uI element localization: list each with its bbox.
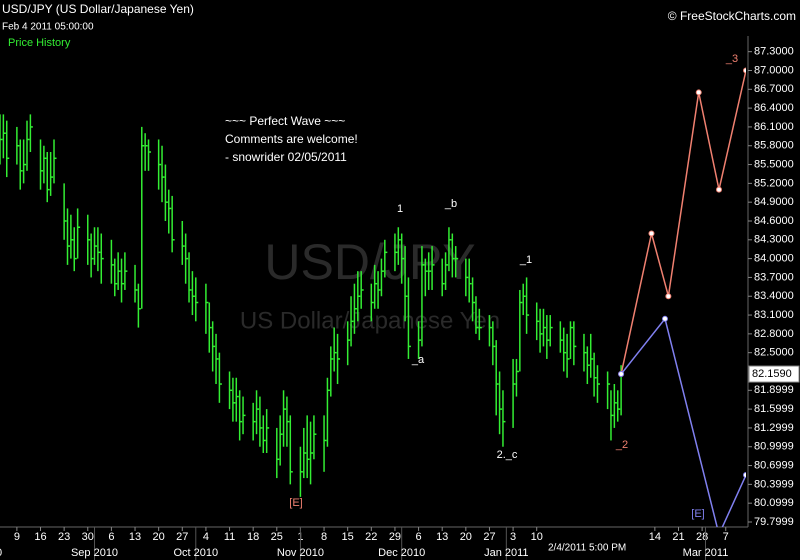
wave-label: _1 (519, 254, 532, 266)
x-tick-label: 10 (531, 531, 543, 543)
y-tick-label: 87.3000 (754, 46, 794, 58)
projection-point (743, 67, 746, 74)
wave-label: [E] (289, 497, 302, 509)
month-label: 2010 (0, 547, 2, 559)
x-tick-label: 3 (510, 531, 516, 543)
x-tick-label: 6 (108, 531, 114, 543)
comment: - snowrider 02/05/2011 (225, 150, 347, 164)
y-tick-label: 83.1000 (754, 309, 794, 321)
x-tick-label: 14 (649, 531, 661, 543)
y-tick-label: 83.7000 (754, 271, 794, 283)
projection-point (743, 471, 746, 478)
last-price-box (748, 365, 800, 383)
x-tick-label: 16 (34, 531, 46, 543)
x-tick-label: 29 (389, 531, 401, 543)
y-tick-label: 80.3999 (754, 478, 794, 490)
panel-label: Price History (8, 37, 71, 49)
y-tick-label: 84.9000 (754, 196, 794, 208)
wave-label: 1 (397, 203, 403, 215)
x-tick-label: 15 (342, 531, 354, 543)
x-tick-label: 13 (436, 531, 448, 543)
x-tick-label: 21 (672, 531, 684, 543)
wave-label: [E] (691, 508, 704, 520)
y-tick-label: 81.5999 (754, 403, 794, 415)
x-tick-label: 11 (224, 531, 235, 543)
y-tick-label: 80.6999 (754, 459, 794, 471)
x-tick-label: 13 (129, 531, 141, 543)
x-tick-label: 25 (271, 531, 283, 543)
x-tick-label: 7 (723, 531, 729, 543)
watermark: USD/JPY (264, 234, 475, 290)
x-tick-label: 4 (203, 531, 209, 543)
projection-point (618, 371, 625, 378)
comment: Comments are welcome! (225, 132, 358, 146)
x-tick-label: 18 (247, 531, 259, 543)
month-label: Nov 2010 (277, 547, 324, 559)
y-tick-label: 81.2999 (754, 422, 794, 434)
cursor-label-box (549, 540, 626, 555)
wave-label: _a (411, 354, 425, 366)
y-tick-label: 80.9999 (754, 441, 794, 453)
y-tick-label: 83.4000 (754, 290, 794, 302)
x-tick-label: 6 (416, 531, 422, 543)
x-tick-label: 27 (176, 531, 188, 543)
month-label: Sep 2010 (71, 547, 118, 559)
y-tick-label: 79.7999 (754, 516, 794, 528)
month-label: Oct 2010 (173, 547, 218, 559)
y-tick-label: 85.5000 (754, 158, 794, 170)
x-tick-label: 9 (14, 531, 20, 543)
x-tick-label: 28 (696, 531, 708, 543)
x-tick-label: 23 (58, 531, 70, 543)
y-tick-label: 82.8000 (754, 328, 794, 340)
projection-point (661, 315, 668, 322)
y-tick-label: 85.2000 (754, 177, 794, 189)
y-tick-label: 82.5000 (754, 347, 794, 359)
last-price-label: 82.1590 (752, 368, 792, 380)
watermark-subtitle: US Dollar/Japanese Yen (240, 307, 500, 334)
comment: ~~~ Perfect Wave ~~~ (225, 114, 345, 128)
y-tick-label: 84.3000 (754, 234, 794, 246)
timestamp: Feb 4 2011 05:00:00 (2, 22, 94, 33)
x-tick-label: 22 (365, 531, 377, 543)
projection-point (695, 89, 702, 96)
y-tick-label: 86.4000 (754, 102, 794, 114)
plot-area (0, 67, 746, 527)
projection-point (715, 186, 722, 193)
projection-point (665, 293, 672, 300)
wave-label: 2._c (497, 449, 518, 461)
y-tick-label: 84.0000 (754, 253, 794, 265)
x-tick-label: 20 (153, 531, 165, 543)
y-tick-label: 87.0000 (754, 64, 794, 76)
x-tick-label: 20 (460, 531, 472, 543)
y-tick-label: 81.8999 (754, 384, 794, 396)
copyright: © FreeStockCharts.com (668, 9, 796, 23)
month-label: Mar 2011 (683, 547, 729, 559)
projection-line (620, 317, 746, 527)
cursor-label: 2/4/2011 5:00 PM (548, 543, 626, 554)
y-tick-label: 86.7000 (754, 83, 794, 95)
x-tick-label: 30 (82, 531, 94, 543)
x-tick-label: 8 (321, 531, 327, 543)
projection-line (620, 70, 746, 375)
wave-label: _3 (725, 53, 738, 65)
y-tick-label: 84.6000 (754, 215, 794, 227)
month-label: Dec 2010 (378, 547, 425, 559)
y-tick-label: 85.8000 (754, 140, 794, 152)
y-tick-label: 86.1000 (754, 121, 794, 133)
chart-title: USD/JPY (US Dollar/Japanese Yen) (2, 2, 194, 16)
month-label: Jan 2011 (484, 547, 528, 559)
wave-label: _2 (615, 439, 628, 451)
y-tick-label: 80.0999 (754, 497, 794, 509)
projection-point (648, 230, 655, 237)
x-tick-label: 27 (483, 531, 495, 543)
wave-label: _b (444, 198, 457, 210)
